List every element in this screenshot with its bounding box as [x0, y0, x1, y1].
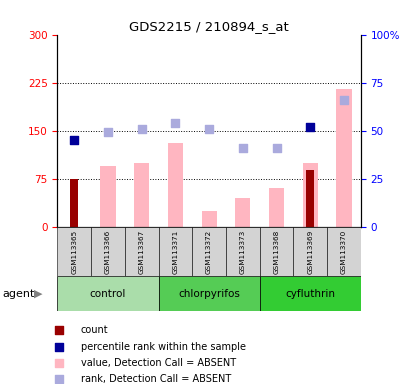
Bar	[268, 188, 283, 227]
Text: chlorpyrifos: chlorpyrifos	[178, 289, 239, 299]
Point	[205, 126, 212, 132]
Bar	[57, 227, 91, 276]
Text: GSM113368: GSM113368	[273, 229, 279, 274]
Bar	[225, 227, 259, 276]
Bar	[335, 89, 351, 227]
Text: percentile rank within the sample: percentile rank within the sample	[81, 342, 245, 352]
Text: GSM113373: GSM113373	[239, 229, 245, 274]
Point	[239, 146, 245, 152]
Text: GSM113372: GSM113372	[206, 229, 211, 274]
Point	[56, 344, 62, 350]
Bar	[70, 179, 78, 227]
Text: rank, Detection Call = ABSENT: rank, Detection Call = ABSENT	[81, 374, 230, 384]
Bar	[235, 198, 250, 227]
Bar	[326, 227, 360, 276]
Text: GSM113370: GSM113370	[340, 229, 346, 274]
Bar	[158, 276, 259, 311]
Point	[172, 120, 178, 126]
Point	[71, 137, 77, 143]
Point	[340, 97, 346, 103]
Text: GSM113366: GSM113366	[105, 229, 111, 274]
Point	[56, 376, 62, 382]
Bar	[167, 143, 182, 227]
Point	[272, 146, 279, 152]
Point	[104, 129, 111, 135]
Bar	[302, 162, 317, 227]
Text: agent: agent	[2, 289, 34, 299]
Text: ▶: ▶	[34, 289, 42, 299]
Title: GDS2215 / 210894_s_at: GDS2215 / 210894_s_at	[129, 20, 288, 33]
Bar	[124, 227, 158, 276]
Text: cyfluthrin: cyfluthrin	[285, 289, 335, 299]
Bar	[91, 227, 124, 276]
Point	[306, 124, 313, 131]
Bar	[259, 227, 293, 276]
Text: GSM113365: GSM113365	[71, 229, 77, 274]
Bar	[158, 227, 192, 276]
Text: control: control	[90, 289, 126, 299]
Point	[56, 360, 62, 366]
Text: GSM113371: GSM113371	[172, 229, 178, 274]
Bar	[293, 227, 326, 276]
Text: GSM113369: GSM113369	[306, 229, 312, 274]
Text: GSM113367: GSM113367	[138, 229, 144, 274]
Text: count: count	[81, 326, 108, 336]
Point	[138, 126, 145, 132]
Bar	[57, 276, 158, 311]
Text: value, Detection Call = ABSENT: value, Detection Call = ABSENT	[81, 358, 235, 368]
Bar	[134, 162, 149, 227]
Bar	[100, 166, 115, 227]
Bar	[192, 227, 225, 276]
Bar	[259, 276, 360, 311]
Bar	[201, 210, 216, 227]
Bar	[305, 170, 314, 227]
Point	[56, 328, 62, 334]
